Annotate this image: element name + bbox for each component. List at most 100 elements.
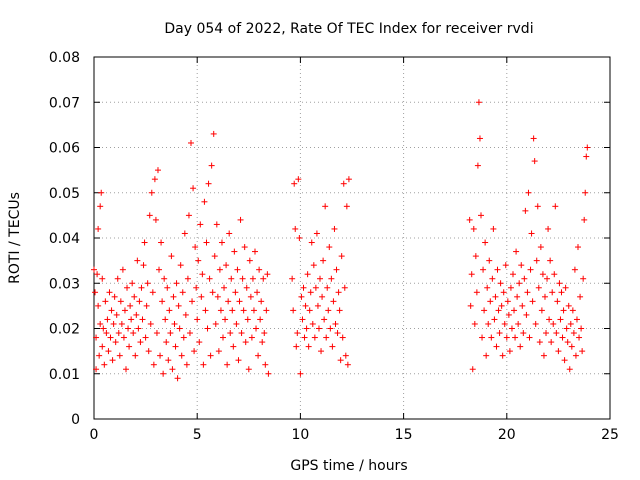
data-point — [506, 348, 513, 355]
data-point — [575, 244, 582, 251]
data-point — [108, 307, 115, 314]
data-point — [93, 366, 100, 373]
data-point — [302, 302, 309, 309]
data-point — [338, 253, 345, 260]
data-point — [325, 307, 332, 314]
data-point — [470, 225, 477, 232]
data-point — [224, 361, 231, 368]
data-point — [223, 262, 230, 269]
data-point — [497, 280, 504, 287]
data-point — [182, 311, 189, 318]
data-point — [319, 293, 326, 300]
data-point — [142, 334, 149, 341]
data-point — [147, 320, 154, 327]
data-point — [215, 348, 222, 355]
data-point — [493, 343, 500, 350]
data-point — [137, 339, 144, 346]
data-point — [581, 216, 588, 223]
data-point — [474, 162, 481, 169]
data-point — [170, 293, 177, 300]
data-point — [212, 320, 219, 327]
data-point — [95, 302, 102, 309]
data-point — [339, 334, 346, 341]
data-point — [522, 207, 529, 214]
data-point — [503, 334, 510, 341]
data-point — [92, 289, 99, 296]
data-point — [501, 320, 508, 327]
data-point — [178, 352, 185, 359]
data-point — [210, 130, 217, 137]
data-point — [127, 302, 134, 309]
data-point — [554, 298, 561, 305]
data-point — [515, 320, 522, 327]
data-point — [100, 325, 107, 332]
data-point — [505, 311, 512, 318]
data-point — [143, 302, 150, 309]
data-point — [208, 162, 215, 169]
data-point — [229, 307, 236, 314]
data-point — [499, 352, 506, 359]
data-point — [483, 352, 490, 359]
data-point — [495, 307, 502, 314]
data-point — [96, 352, 103, 359]
data-point — [206, 275, 213, 282]
data-point — [156, 266, 163, 273]
data-point — [467, 302, 474, 309]
data-point — [169, 366, 176, 373]
data-point — [546, 316, 553, 323]
data-point — [180, 334, 187, 341]
data-point — [241, 244, 248, 251]
data-point — [544, 275, 551, 282]
data-point — [308, 239, 315, 246]
data-point — [548, 339, 555, 346]
data-point — [487, 298, 494, 305]
data-point — [190, 185, 197, 192]
data-point — [476, 135, 483, 142]
data-point — [578, 325, 585, 332]
data-point — [107, 334, 114, 341]
data-point — [200, 361, 207, 368]
data-point — [533, 257, 540, 264]
data-point — [336, 307, 343, 314]
data-point — [536, 339, 543, 346]
data-point — [117, 298, 124, 305]
data-point — [291, 180, 298, 187]
data-point — [257, 316, 264, 323]
data-point — [561, 357, 568, 364]
data-point — [197, 221, 204, 228]
data-point — [492, 293, 499, 300]
data-point — [255, 352, 262, 359]
data-point — [307, 289, 314, 296]
y-tick-label: 0.04 — [49, 231, 80, 247]
data-point — [329, 343, 336, 350]
data-point — [298, 293, 305, 300]
data-point — [227, 330, 234, 337]
data-point — [551, 271, 558, 278]
data-point — [98, 189, 105, 196]
data-point — [523, 311, 530, 318]
data-point — [263, 307, 270, 314]
data-point — [518, 262, 525, 269]
data-point — [235, 357, 242, 364]
data-point — [516, 280, 523, 287]
y-tick-label: 0.08 — [49, 50, 80, 66]
data-point — [202, 307, 209, 314]
data-point — [253, 325, 260, 332]
data-point — [330, 298, 337, 305]
data-point — [479, 334, 486, 341]
data-point — [203, 239, 210, 246]
data-point — [557, 316, 564, 323]
data-point — [521, 275, 528, 282]
data-point — [211, 253, 218, 260]
data-point — [141, 239, 148, 246]
data-point — [181, 230, 188, 237]
data-point — [226, 230, 233, 237]
data-point — [468, 271, 475, 278]
data-point — [567, 320, 574, 327]
data-point — [473, 289, 480, 296]
data-point — [344, 361, 351, 368]
data-point — [571, 266, 578, 273]
data-point — [469, 366, 476, 373]
data-point — [243, 284, 250, 291]
